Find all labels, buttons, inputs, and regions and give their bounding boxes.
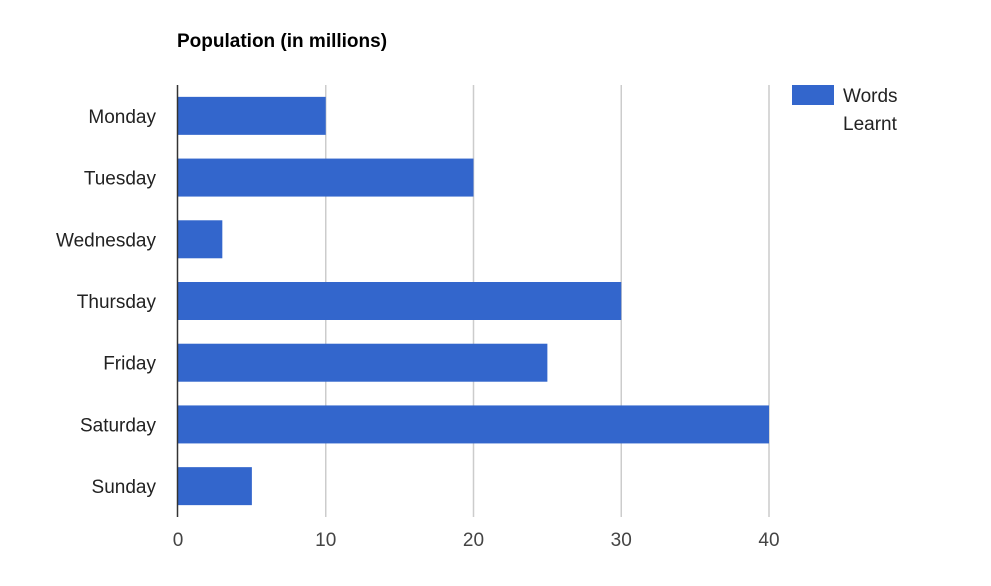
bar-monday[interactable] xyxy=(178,96,326,135)
category-label-wednesday: Wednesday xyxy=(56,230,156,251)
x-tick-label-40: 40 xyxy=(758,530,779,551)
x-tick-label-20: 20 xyxy=(463,530,484,551)
bar-wednesday[interactable] xyxy=(178,220,223,259)
bar-sunday[interactable] xyxy=(178,467,252,506)
x-tick-label-30: 30 xyxy=(611,530,632,551)
bar-saturday[interactable] xyxy=(178,405,769,444)
bars xyxy=(178,96,769,506)
category-label-monday: Monday xyxy=(88,107,156,128)
category-label-friday: Friday xyxy=(103,354,156,375)
bar-friday[interactable] xyxy=(178,343,548,382)
category-label-saturday: Saturday xyxy=(80,415,157,436)
legend[interactable]: Words Learnt xyxy=(792,85,898,135)
legend-label-line-2[interactable]: Learnt xyxy=(843,114,898,135)
category-label-sunday: Sunday xyxy=(92,477,157,498)
bar-thursday[interactable] xyxy=(178,282,622,320)
category-label-tuesday: Tuesday xyxy=(84,169,157,190)
bar-tuesday[interactable] xyxy=(178,158,474,197)
x-tick-labels: 0 10 20 30 40 xyxy=(173,530,780,551)
legend-swatch[interactable] xyxy=(792,85,834,105)
chart-title: Population (in millions) xyxy=(177,31,387,52)
legend-label-line-1[interactable]: Words xyxy=(843,86,898,107)
category-label-thursday: Thursday xyxy=(77,292,157,313)
category-labels: Monday Tuesday Wednesday Thursday Friday Satu… xyxy=(56,107,156,498)
x-tick-label-10: 10 xyxy=(315,530,336,551)
x-tick-label-0: 0 xyxy=(173,530,184,551)
